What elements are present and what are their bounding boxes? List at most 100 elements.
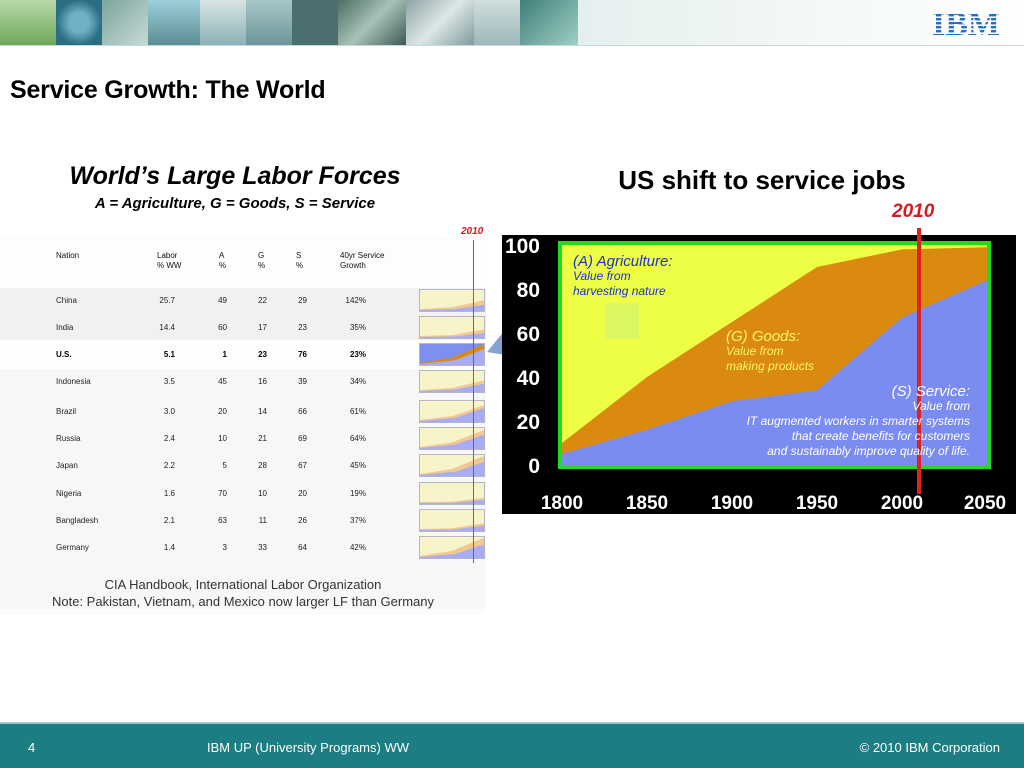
header-fade bbox=[578, 0, 1024, 45]
cell-growth: 23% bbox=[349, 350, 366, 359]
cell-agriculture: 5 bbox=[222, 461, 227, 470]
source-line: Note: Pakistan, Vietnam, and Mexico now … bbox=[51, 594, 434, 609]
service-annotation: (S) Service: Value from IT augmented wor… bbox=[746, 383, 970, 458]
header-image-strip: IBM bbox=[0, 0, 1024, 46]
cell-growth: 45% bbox=[349, 461, 366, 470]
photo-image bbox=[102, 0, 148, 45]
building-image bbox=[148, 0, 200, 45]
cell-agriculture: 1 bbox=[222, 350, 227, 359]
zoom-callout bbox=[487, 255, 560, 455]
cell-service: 29 bbox=[298, 296, 307, 305]
table-row: China 25.7 49 22 29 142% bbox=[0, 296, 420, 316]
x-tick-label: 1850 bbox=[626, 493, 668, 514]
cell-nation: China bbox=[56, 296, 77, 305]
x-tick-label: 1800 bbox=[541, 493, 583, 514]
cell-labor: 14.4 bbox=[159, 323, 175, 332]
cell-nation: Brazil bbox=[56, 407, 77, 416]
x-tick-label: 2050 bbox=[964, 493, 1006, 514]
table-row: India 14.4 60 17 23 35% bbox=[0, 323, 420, 343]
table-row: Germany 1.4 3 33 64 42% bbox=[0, 543, 420, 563]
row-sparkline bbox=[419, 289, 485, 312]
row-band bbox=[0, 288, 486, 340]
cell-nation: Indonesia bbox=[56, 377, 91, 386]
cell-nation: Japan bbox=[56, 461, 78, 470]
table-row: Bangladesh 2.1 63 11 26 37% bbox=[0, 516, 420, 536]
cell-goods: 28 bbox=[258, 461, 267, 470]
cell-agriculture: 20 bbox=[218, 407, 227, 416]
aerial-image bbox=[338, 0, 406, 45]
column-header-goods: G% bbox=[258, 251, 266, 270]
source-note: CIA Handbook, International Labor Organi… bbox=[0, 576, 486, 610]
chart-year-marker: 2010 bbox=[892, 201, 935, 222]
tree-image bbox=[0, 0, 56, 45]
column-header-service: S% bbox=[296, 251, 304, 270]
cell-labor: 3.5 bbox=[163, 377, 175, 386]
cell-nation: Nigeria bbox=[56, 489, 82, 498]
cell-agriculture: 3 bbox=[222, 543, 227, 552]
cell-growth: 42% bbox=[349, 543, 366, 552]
cell-growth: 37% bbox=[349, 516, 366, 525]
table-row: Japan 2.2 5 28 67 45% bbox=[0, 461, 420, 481]
x-tick-label: 1950 bbox=[796, 493, 838, 514]
cell-labor: 2.1 bbox=[163, 516, 175, 525]
cell-goods: 17 bbox=[258, 323, 267, 332]
goods-annotation: (G) Goods: Value from making products bbox=[726, 328, 815, 373]
column-header-nation: Nation bbox=[56, 251, 80, 260]
table-row: Indonesia 3.5 45 16 39 34% bbox=[0, 377, 420, 397]
row-sparkline bbox=[419, 482, 485, 505]
cell-growth: 142% bbox=[345, 296, 366, 305]
cell-nation: Bangladesh bbox=[56, 516, 99, 525]
column-header-agriculture: A% bbox=[219, 251, 227, 270]
cell-labor: 3.0 bbox=[163, 407, 175, 416]
labor-force-table: Nation Labor% WW A% G% S% 40yr Service Gr… bbox=[0, 236, 486, 614]
table-row: Nigeria 1.6 70 10 20 19% bbox=[0, 489, 420, 509]
cell-growth: 19% bbox=[349, 489, 366, 498]
table-row: Brazil 3.0 20 14 66 61% bbox=[0, 407, 420, 427]
cell-agriculture: 45 bbox=[218, 377, 227, 386]
cell-nation: Germany bbox=[56, 543, 89, 552]
cell-labor: 25.7 bbox=[159, 296, 175, 305]
cell-growth: 64% bbox=[349, 434, 366, 443]
slide-title: Service Growth: The World bbox=[10, 76, 326, 104]
y-tick-label: 100 bbox=[505, 235, 540, 258]
row-sparkline bbox=[419, 400, 485, 423]
x-tick-label: 2000 bbox=[881, 493, 923, 514]
table-year-marker: 2010 bbox=[461, 226, 484, 237]
agriculture-annotation: (A) Agriculture: Value from harvesting n… bbox=[573, 253, 673, 298]
cell-service: 69 bbox=[298, 434, 307, 443]
table-subheading: A = Agriculture, G = Goods, S = Service bbox=[94, 195, 376, 212]
cell-service: 20 bbox=[298, 489, 307, 498]
cell-service: 66 bbox=[298, 407, 307, 416]
cell-service: 26 bbox=[298, 516, 307, 525]
column-header-labor: Labor% WW bbox=[157, 251, 182, 270]
cell-labor: 2.2 bbox=[163, 461, 175, 470]
cell-growth: 34% bbox=[349, 377, 366, 386]
pattern-image bbox=[474, 0, 520, 45]
circuit-image bbox=[520, 0, 578, 45]
table-row: U.S. 5.1 1 23 76 23% bbox=[0, 350, 420, 370]
svg-text:IBM: IBM bbox=[932, 6, 1000, 40]
cell-agriculture: 63 bbox=[218, 516, 227, 525]
cell-goods: 14 bbox=[258, 407, 267, 416]
table-heading: World’s Large Labor Forces bbox=[69, 162, 401, 190]
y-tick-label: 60 bbox=[517, 323, 540, 346]
cell-goods: 11 bbox=[258, 516, 267, 525]
row-band bbox=[0, 369, 486, 609]
cell-goods: 33 bbox=[258, 543, 267, 552]
row-sparkline bbox=[419, 509, 485, 532]
page-number: 4 bbox=[28, 740, 36, 755]
row-sparkline bbox=[419, 316, 485, 339]
cell-nation: India bbox=[56, 323, 74, 332]
cell-service: 23 bbox=[298, 323, 307, 332]
cell-goods: 10 bbox=[258, 489, 267, 498]
dark-panel-image bbox=[292, 0, 338, 45]
cell-growth: 35% bbox=[349, 323, 366, 332]
cell-agriculture: 49 bbox=[218, 296, 227, 305]
y-tick-label: 80 bbox=[517, 279, 540, 302]
map-image bbox=[406, 0, 474, 45]
row-sparkline bbox=[419, 343, 485, 366]
table-year-line bbox=[473, 240, 474, 563]
city-image bbox=[246, 0, 292, 45]
cell-labor: 1.4 bbox=[163, 543, 175, 552]
